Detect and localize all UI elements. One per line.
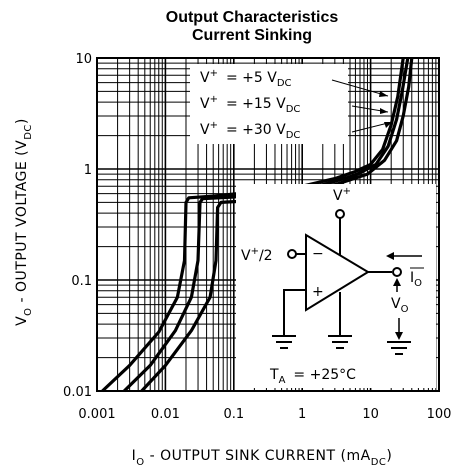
- x-tick-labels: 0.001 0.01 0.1 1 10 100: [78, 407, 451, 422]
- x-tick-label: 0.01: [151, 407, 180, 422]
- x-tick-label: 0.001: [78, 407, 115, 422]
- legend-arrowhead-30v: [384, 122, 392, 128]
- legend-pointer-5v: [331, 79, 389, 97]
- plus-input-wire: [283, 289, 306, 336]
- output-terminal: [392, 267, 402, 277]
- y-axis-label: VO - OUTPUT VOLTAGE (VDC): [14, 118, 34, 326]
- legend: V+ = +5 VDC V+ = +15 VDC V+ = +30 VDC: [190, 64, 393, 144]
- legend-entry-30v: V+ = +30 VDC: [200, 120, 300, 141]
- x-tick-label: 100: [427, 407, 452, 422]
- y-tick-label: 0.1: [71, 274, 92, 289]
- test-circuit: V+ − + V+/2 IO VO: [236, 184, 436, 388]
- op-amp-symbol: [305, 233, 370, 312]
- legend-background: [190, 64, 348, 144]
- op-amp-plus: +: [312, 284, 324, 300]
- circuit-supply-label: V+: [333, 186, 351, 204]
- supply-terminal: [335, 209, 345, 219]
- op-amp-minus: −: [312, 246, 324, 262]
- x-axis-label: IO - OUTPUT SINK CURRENT (mADC): [132, 448, 393, 468]
- x-tick-label: 1: [298, 407, 306, 422]
- x-tick-label: 10: [362, 407, 379, 422]
- input-voltage-label: V+/2: [241, 246, 273, 264]
- temperature-label: TA = +25°C: [269, 367, 356, 386]
- legend-arrowhead-15v: [380, 108, 388, 114]
- x-tick-label: 0.1: [223, 407, 244, 422]
- output-voltage-arrowhead-up: [393, 278, 401, 286]
- output-current-label: IO: [410, 270, 422, 289]
- y-tick-label: 0.01: [63, 385, 92, 400]
- legend-entry-5v: V+ = +5 VDC: [200, 68, 292, 89]
- output-current-arrowhead: [386, 252, 394, 260]
- input-terminal: [287, 249, 297, 259]
- legend-entry-15v: V+ = +15 VDC: [200, 94, 300, 115]
- legend-arrowhead-5v: [379, 91, 388, 97]
- chart-subtitle: Current Sinking: [192, 27, 312, 44]
- y-tick-label: 1: [84, 163, 92, 178]
- chart-title: Output Characteristics: [166, 9, 339, 26]
- y-tick-labels: 0.01 0.1 1 10: [63, 52, 92, 400]
- plot-frame: [96, 57, 440, 392]
- output-voltage-arrowhead-down: [395, 332, 403, 340]
- y-tick-label: 10: [75, 52, 92, 67]
- output-voltage-label: VO: [391, 296, 409, 315]
